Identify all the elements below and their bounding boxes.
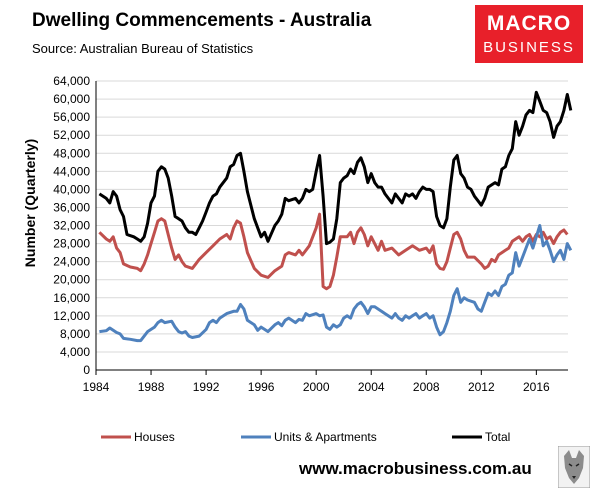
series-lines xyxy=(98,90,573,343)
y-tick-label: 32,000 xyxy=(53,219,90,233)
y-tick-label: 48,000 xyxy=(53,146,90,160)
x-tick-label: 1984 xyxy=(83,380,110,394)
x-tick-label: 2008 xyxy=(413,380,440,394)
legend-label-houses: Houses xyxy=(134,430,175,444)
macrobusiness-logo: MACRO BUSINESS xyxy=(475,5,583,63)
footer-url: www.macrobusiness.com.au xyxy=(299,459,532,478)
x-tick-label: 2016 xyxy=(523,380,550,394)
x-tick-label: 1992 xyxy=(193,380,220,394)
series-line-houses xyxy=(98,212,569,291)
y-tick-label: 64,000 xyxy=(53,74,90,88)
legend-label-units-apartments: Units & Apartments xyxy=(274,430,377,444)
axes xyxy=(95,81,568,375)
y-tick-label: 60,000 xyxy=(53,92,90,106)
y-tick-label: 36,000 xyxy=(53,200,90,214)
y-tick-label: 20,000 xyxy=(53,273,90,287)
y-tick-label: 0 xyxy=(83,363,90,377)
wolf-icon xyxy=(558,446,590,488)
x-tick-label: 2012 xyxy=(468,380,495,394)
series-line-total xyxy=(98,90,573,246)
legend: Houses Units & Apartments Total xyxy=(101,430,510,444)
x-tick-label: 1988 xyxy=(138,380,165,394)
x-tick-labels: 1984 1988 1992 1996 2000 2004 2008 2012 2016 xyxy=(83,380,550,394)
chart-title: Dwelling Commencements - Australia xyxy=(32,10,372,31)
y-tick-label: 24,000 xyxy=(53,255,90,269)
y-tick-label: 52,000 xyxy=(53,128,90,142)
chart-subtitle: Source: Australian Bureau of Statistics xyxy=(32,41,254,56)
y-tick-label: 28,000 xyxy=(53,237,90,251)
y-tick-label: 8,000 xyxy=(60,327,90,341)
x-tick-label: 2000 xyxy=(303,380,330,394)
grid-lines xyxy=(96,80,568,353)
logo-line2: BUSINESS xyxy=(483,39,575,56)
logo-line1: MACRO xyxy=(486,12,572,35)
series-line-units-apartments xyxy=(99,224,573,343)
y-tick-label: 12,000 xyxy=(53,309,90,323)
y-tick-label: 44,000 xyxy=(53,164,90,178)
x-tick-label: 1996 xyxy=(248,380,275,394)
y-tick-label: 40,000 xyxy=(53,182,90,196)
y-tick-labels: 0 4,000 8,000 12,000 16,000 20,000 24,000 28,00… xyxy=(53,74,90,377)
x-tick-label: 2004 xyxy=(358,380,385,394)
y-tick-label: 16,000 xyxy=(53,291,90,305)
y-tick-label: 4,000 xyxy=(60,345,90,359)
y-tick-label: 56,000 xyxy=(53,110,90,124)
legend-label-total: Total xyxy=(485,430,510,444)
